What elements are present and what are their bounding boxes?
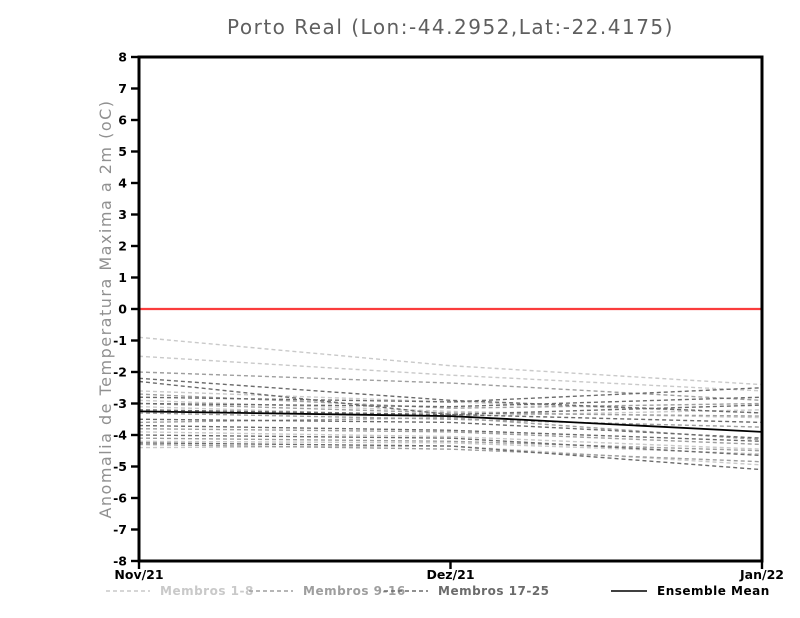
chart-title: Porto Real (Lon:-44.2952,Lat:-22.4175) xyxy=(227,15,674,39)
y-tick-label: -8 xyxy=(113,554,127,569)
y-tick-label: 2 xyxy=(118,239,127,254)
member-line xyxy=(138,424,763,442)
legend-label: Membros 1-8 xyxy=(160,584,254,598)
y-tick-label: -2 xyxy=(113,365,127,380)
legend-item-membros-1-8: Membros 1-8 xyxy=(105,582,254,600)
dashed-line-swatch-icon xyxy=(249,590,293,592)
legend-label: Membros 17-25 xyxy=(438,584,550,598)
member-line xyxy=(138,380,763,424)
legend-item-membros-9-16: Membros 9-16 xyxy=(248,582,406,600)
member-line xyxy=(138,402,763,417)
solid-line-swatch-icon xyxy=(611,590,647,592)
y-tick-label: 5 xyxy=(118,144,127,159)
x-tick-label: Jan/22 xyxy=(739,567,784,582)
y-tick-label: 0 xyxy=(118,302,127,317)
y-tick-label: 4 xyxy=(118,176,127,191)
member-line xyxy=(138,437,763,452)
x-tick-label: Nov/21 xyxy=(114,567,163,582)
member-line xyxy=(138,355,763,392)
legend-item-ensemble-mean: Ensemble Mean xyxy=(610,582,770,600)
dashed-line-swatch-icon xyxy=(384,590,428,592)
legend: Membros 1-8 Membros 9-16 Membros 17-25 E… xyxy=(0,582,800,602)
y-tick-label: 1 xyxy=(118,270,127,285)
y-tick-label: -4 xyxy=(113,428,127,443)
y-tick-label: 7 xyxy=(118,81,127,96)
dashed-line-swatch-icon xyxy=(106,590,150,592)
x-axis-ticks: Nov/21 Dez/21 Jan/22 xyxy=(114,561,784,582)
ensemble-mean-line xyxy=(138,410,763,433)
y-tick-label: -6 xyxy=(113,491,127,506)
member-line xyxy=(138,336,763,386)
y-tick-label: 8 xyxy=(118,50,127,65)
member-line xyxy=(138,431,763,450)
member-line xyxy=(138,387,763,403)
member-line xyxy=(138,396,763,408)
member-line xyxy=(138,443,763,463)
member-line xyxy=(138,393,763,409)
ensemble-member-lines xyxy=(138,336,763,471)
member-line xyxy=(138,442,763,471)
member-line xyxy=(138,412,763,428)
y-tick-label: 6 xyxy=(118,113,127,128)
member-line xyxy=(138,418,763,439)
legend-label: Membros 9-16 xyxy=(303,584,406,598)
member-line xyxy=(138,434,763,457)
legend-label: Ensemble Mean xyxy=(657,584,770,598)
y-tick-label: -1 xyxy=(113,333,127,348)
y-tick-label: 3 xyxy=(118,207,127,222)
y-tick-label: -3 xyxy=(113,396,127,411)
member-line xyxy=(138,428,763,446)
y-tick-label: -5 xyxy=(113,459,127,474)
y-tick-label: -7 xyxy=(113,522,127,537)
legend-item-membros-17-25: Membros 17-25 xyxy=(383,582,550,600)
y-axis-ticks: 8 7 6 5 4 3 2 1 0 -1 -2 -3 -4 -5 -6 -7 -8 xyxy=(113,50,139,569)
member-line xyxy=(138,404,763,416)
member-line xyxy=(138,371,763,402)
x-tick-label: Dez/21 xyxy=(426,567,474,582)
